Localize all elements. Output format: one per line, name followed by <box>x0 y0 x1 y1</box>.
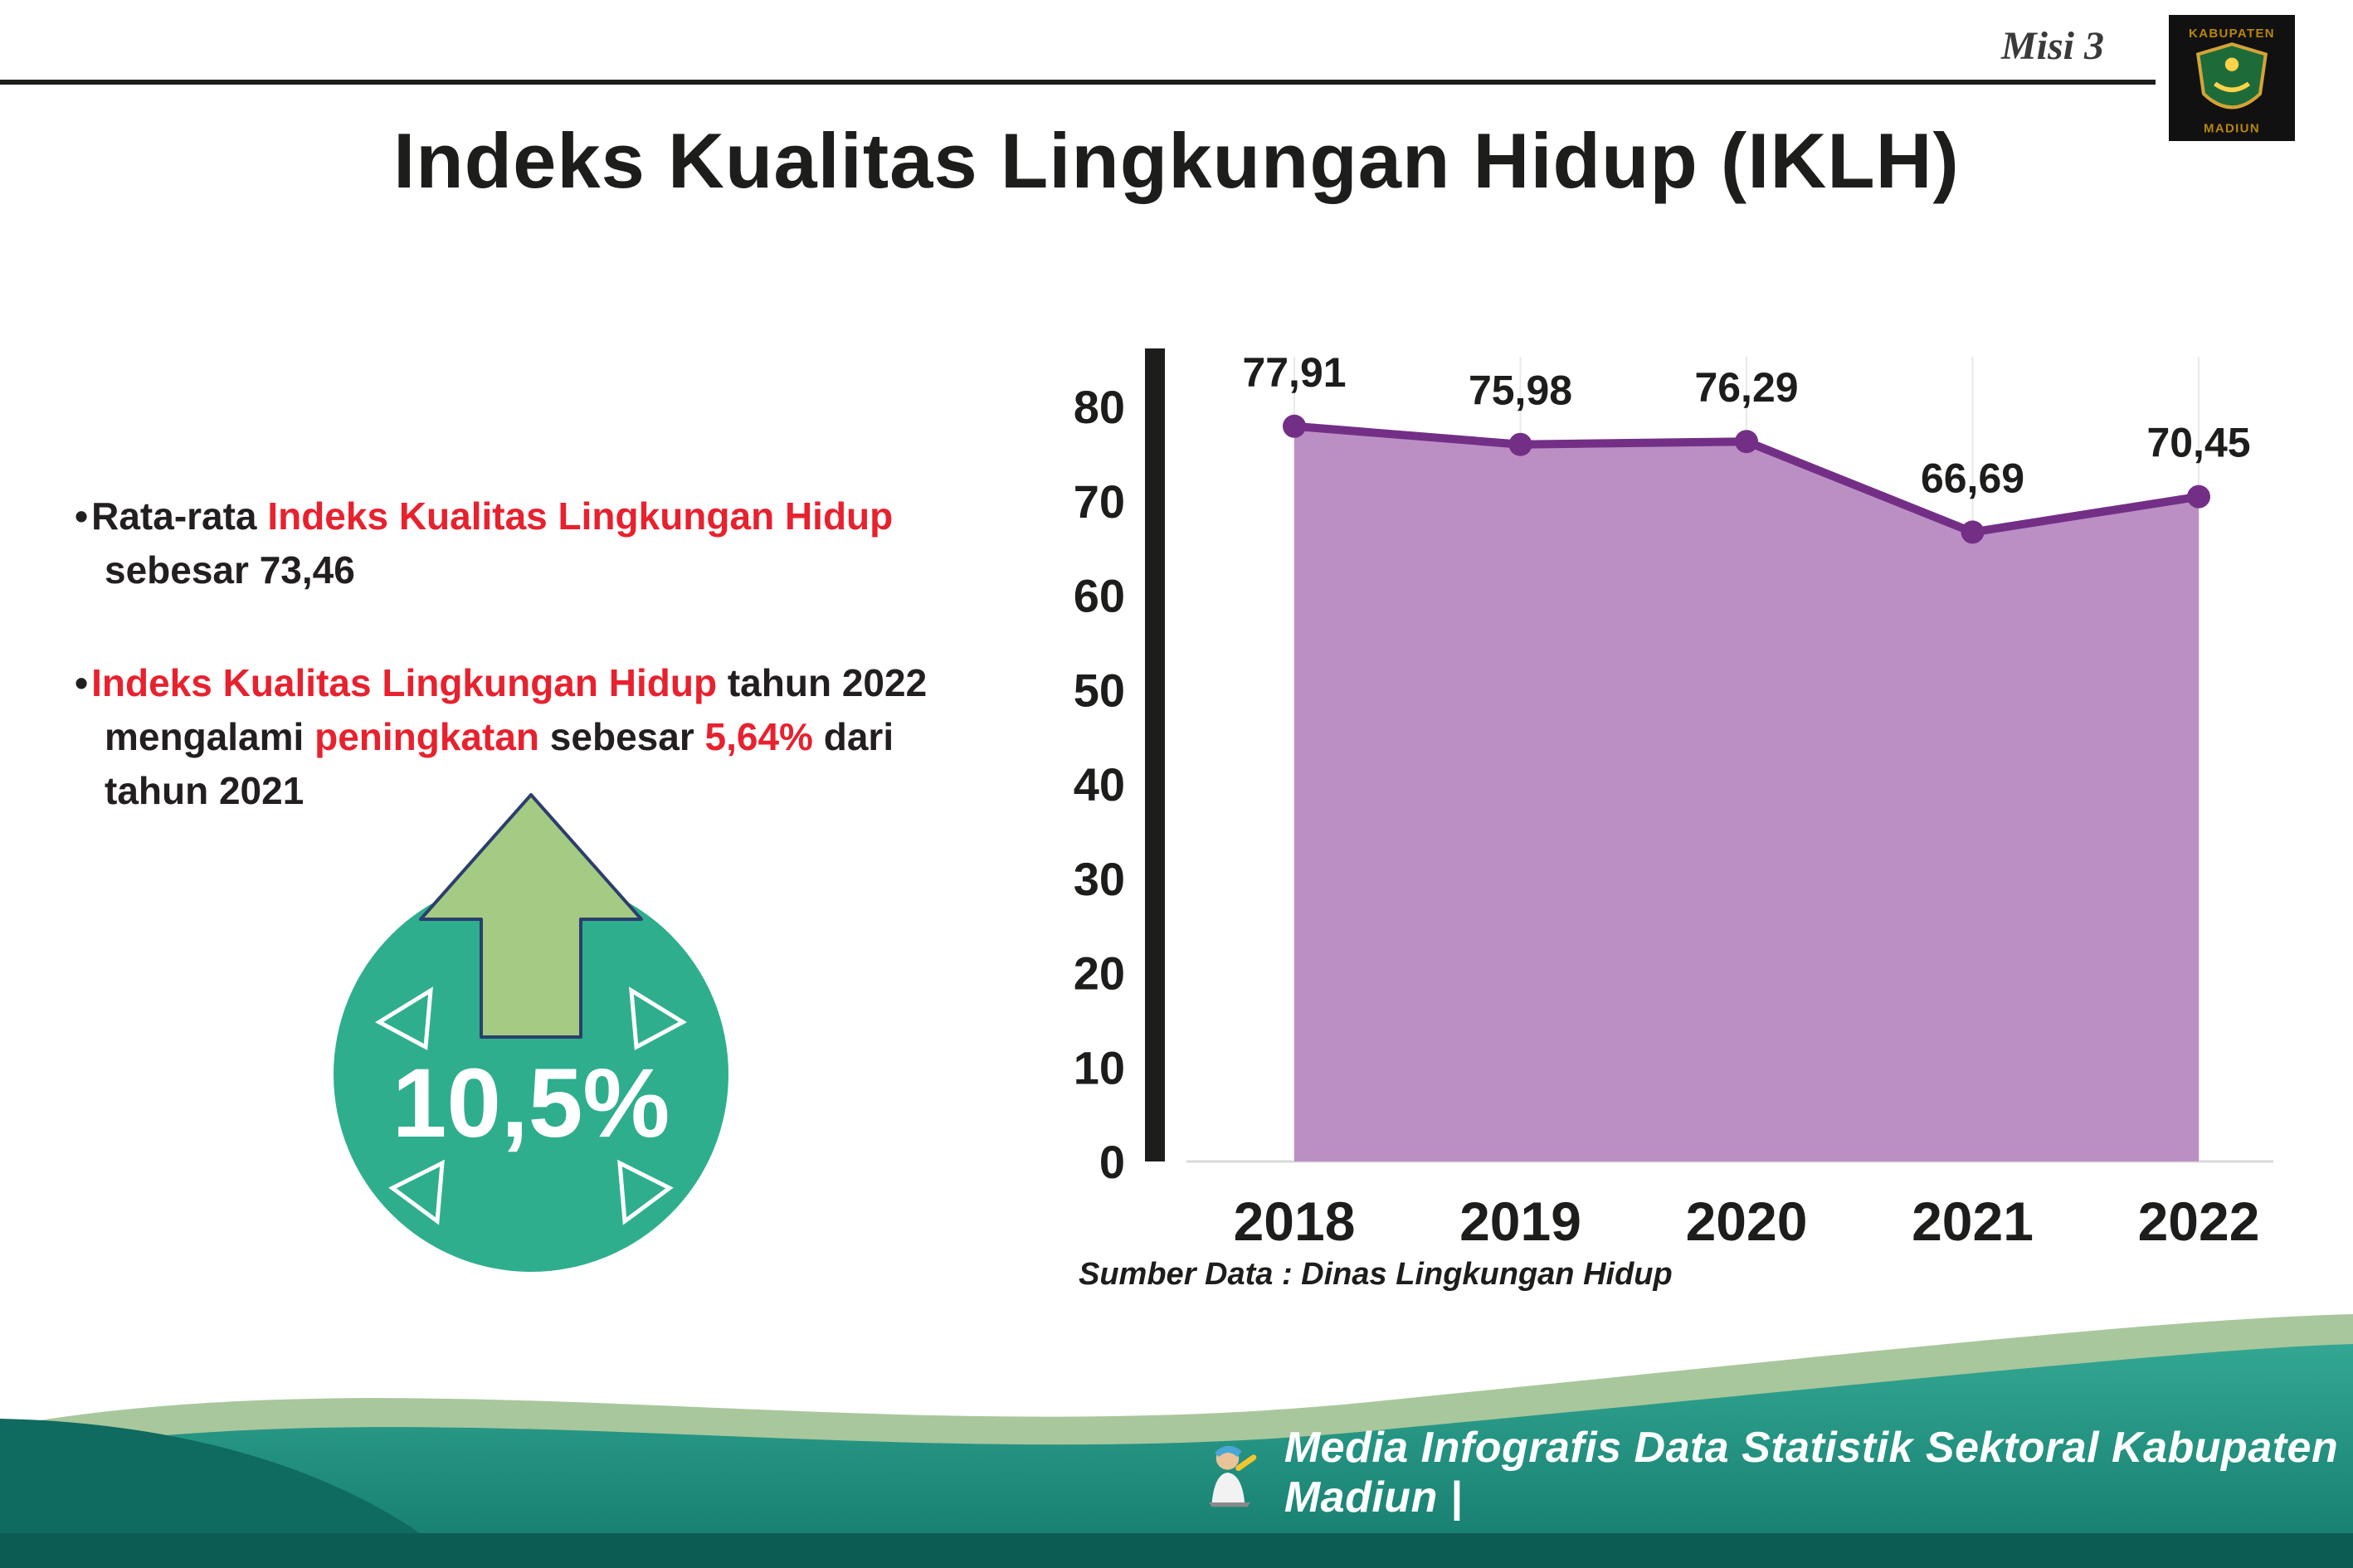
footer-wave-dark-left <box>0 1419 465 1568</box>
y-axis-bar <box>1145 348 1165 1161</box>
logo-bottom-text: MADIUN <box>2204 121 2260 134</box>
y-tick-label: 0 <box>1099 1136 1125 1188</box>
y-tick-label: 30 <box>1074 853 1125 905</box>
y-tick-label: 50 <box>1074 664 1125 716</box>
x-tick-label: 2022 <box>2138 1191 2260 1252</box>
x-tick-label: 2018 <box>1234 1191 1356 1252</box>
triangle-decor-lower-right-icon <box>617 1159 674 1225</box>
bullet2-h3: 5,64% <box>704 714 813 758</box>
x-tick-label: 2020 <box>1686 1191 1808 1252</box>
badge-value: 10,5% <box>392 1049 670 1158</box>
summary-bullets: Rata-rata Indeks Kualitas Lingkungan Hid… <box>75 489 979 877</box>
y-tick-label: 40 <box>1074 758 1125 811</box>
bullet2-h1: Indeks Kualitas Lingkungan Hidup <box>91 660 718 704</box>
logo-top-text: KABUPATEN <box>2189 27 2275 41</box>
y-tick-label: 70 <box>1074 475 1125 528</box>
data-label: 66,69 <box>1921 455 2024 501</box>
data-point <box>1283 414 1306 438</box>
bullet1-highlight: Indeks Kualitas Lingkungan Hidup <box>267 494 894 538</box>
page-title: Indeks Kualitas Lingkungan Hidup (IKLH) <box>393 117 1960 204</box>
up-arrow-icon <box>419 793 643 1039</box>
data-label: 77,91 <box>1242 349 1346 396</box>
footer-bottom-band <box>0 1533 2353 1568</box>
triangle-decor-lower-left-icon <box>388 1159 445 1225</box>
badge-circle <box>334 877 728 1272</box>
increase-badge-graphic: 10,5% <box>334 793 728 1272</box>
footer-credit-text: Media Infografis Data Statistik Sektoral… <box>1284 1424 2339 1522</box>
crest-banner <box>2213 81 2251 92</box>
iklh-area-chart: 77,91 75,98 76,29 66,69 70,45 0 10 20 30 40 50 60 70… <box>1021 274 2323 1303</box>
kabupaten-madiun-crest: KABUPATEN MADIUN <box>2175 22 2288 134</box>
data-point <box>2187 485 2210 509</box>
data-point <box>1961 520 1985 544</box>
bullet2-t2: sebesar <box>539 714 705 758</box>
iklh-chart-svg: 77,91 75,98 76,29 66,69 70,45 0 10 20 30 40 50 60 70… <box>1074 348 2273 1252</box>
bullet-increase-2022: Indeks Kualitas Lingkungan Hidup tahun 2… <box>75 656 979 819</box>
data-label: 76,29 <box>1694 364 1798 411</box>
bullet1-pre: Rata-rata <box>91 494 268 538</box>
y-tick-label: 10 <box>1074 1041 1125 1093</box>
chart-source-note: Sumber Data : Dinas Lingkungan Hidup <box>1079 1257 1673 1292</box>
bullet2-h2: peningkatan <box>314 714 540 758</box>
header-rule <box>0 80 2156 85</box>
chart-area-fill <box>1294 426 2199 1161</box>
triangle-decor-upper-right-icon <box>629 986 688 1050</box>
bullet2-t1: tahun 2022 mengalami <box>105 660 928 758</box>
data-label: 70,45 <box>2146 420 2250 466</box>
x-tick-label: 2019 <box>1459 1191 1581 1252</box>
bullet-average-iklh: Rata-rata Indeks Kualitas Lingkungan Hid… <box>75 489 979 598</box>
data-label: 75,98 <box>1469 368 1572 414</box>
y-tick-label: 60 <box>1074 570 1125 622</box>
x-tick-label: 2021 <box>1912 1191 2034 1252</box>
increase-badge: 10,5% <box>319 788 743 1286</box>
data-point <box>1735 430 1758 454</box>
footer-credit: Media Infografis Data Statistik Sektoral… <box>1195 1423 2353 1522</box>
bullet2-t3: dari tahun 2021 <box>105 714 894 813</box>
y-tick-label: 20 <box>1074 947 1125 1000</box>
triangle-decor-upper-left-icon <box>374 986 433 1050</box>
crest-shield <box>2195 42 2268 110</box>
crest-star <box>2224 57 2239 71</box>
y-tick-label: 80 <box>1074 381 1125 433</box>
kabupaten-madiun-logo: KABUPATEN MADIUN <box>2169 15 2295 141</box>
mascot-icon <box>1209 1445 1257 1507</box>
data-point <box>1508 432 1532 456</box>
bullet1-post: sebesar 73,46 <box>105 548 355 592</box>
misi-label: Misi 3 <box>2000 24 2104 68</box>
